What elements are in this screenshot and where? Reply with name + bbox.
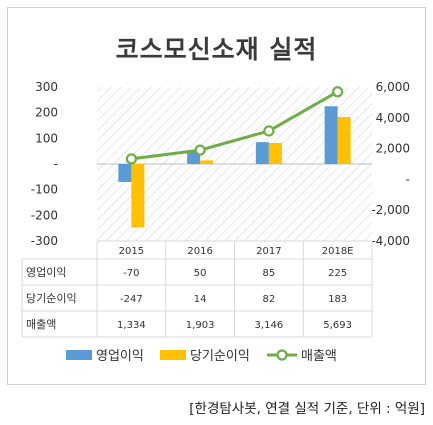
y-right-tick-label: -2,000 <box>371 203 410 217</box>
y-left-tick-label: -300 <box>31 234 58 248</box>
table-cell: 5,693 <box>323 320 352 331</box>
bar-net-profit <box>200 160 214 164</box>
y-right-tick-label: 2,000 <box>376 142 410 156</box>
table-cell: -70 <box>123 268 139 279</box>
bar-operating-profit <box>118 164 132 182</box>
chart-title: 코스모신소재 실적 <box>115 35 318 64</box>
table-cell: 85 <box>263 268 276 279</box>
y-right-tick-label: -4,000 <box>371 234 410 248</box>
y-right-tick-label: 4,000 <box>376 111 410 125</box>
point-revenue <box>263 125 275 137</box>
y-right-tick-label: - <box>406 172 410 186</box>
y-left-tick-label: 100 <box>35 131 58 145</box>
table-cell: 82 <box>263 294 276 305</box>
bar-net-profit <box>268 142 282 164</box>
y-right-tick-label: 6,000 <box>376 80 410 94</box>
source-note: [한경탐사봇, 연결 실적 기준, 단위 : 억원] <box>189 401 425 417</box>
legend-swatch <box>160 350 186 360</box>
line-revenue <box>131 90 339 161</box>
point-revenue <box>194 144 206 156</box>
legend-label: 매출액 <box>301 349 337 364</box>
bar-net-profit <box>131 164 145 228</box>
y-left-tick-label: -100 <box>31 183 58 197</box>
bar-operating-profit <box>324 106 338 164</box>
x-category-label: 2018E <box>322 246 354 257</box>
x-category-label: 2016 <box>187 246 212 257</box>
legend-swatch-marker <box>276 349 288 361</box>
table-row-label: 당기순이익 <box>26 292 77 305</box>
table-cell: 50 <box>194 268 207 279</box>
table-cell: 1,334 <box>117 320 146 331</box>
table-cell: 14 <box>194 294 207 305</box>
point-revenue <box>332 86 344 98</box>
legend-swatch <box>66 350 92 360</box>
table-cell: 3,146 <box>255 320 284 331</box>
bar-net-profit <box>337 117 351 164</box>
table-cell: 225 <box>328 268 347 279</box>
bar-operating-profit <box>255 142 269 164</box>
y-left-tick-label: 200 <box>35 106 58 120</box>
table-row-label: 영업이익 <box>26 266 66 279</box>
table-cell: 1,903 <box>186 320 215 331</box>
point-revenue <box>125 153 137 165</box>
y-left-tick-label: 300 <box>35 80 58 94</box>
x-category-label: 2017 <box>256 246 281 257</box>
y-left-tick-label: - <box>54 157 58 171</box>
table-cell: 183 <box>328 294 347 305</box>
table-cell: -247 <box>120 294 143 305</box>
x-category-label: 2015 <box>119 246 144 257</box>
legend-label: 영업이익 <box>96 349 144 364</box>
legend-label: 당기순이익 <box>190 349 250 364</box>
table-row-label: 매출액 <box>26 318 56 331</box>
y-left-tick-label: -200 <box>31 208 58 222</box>
